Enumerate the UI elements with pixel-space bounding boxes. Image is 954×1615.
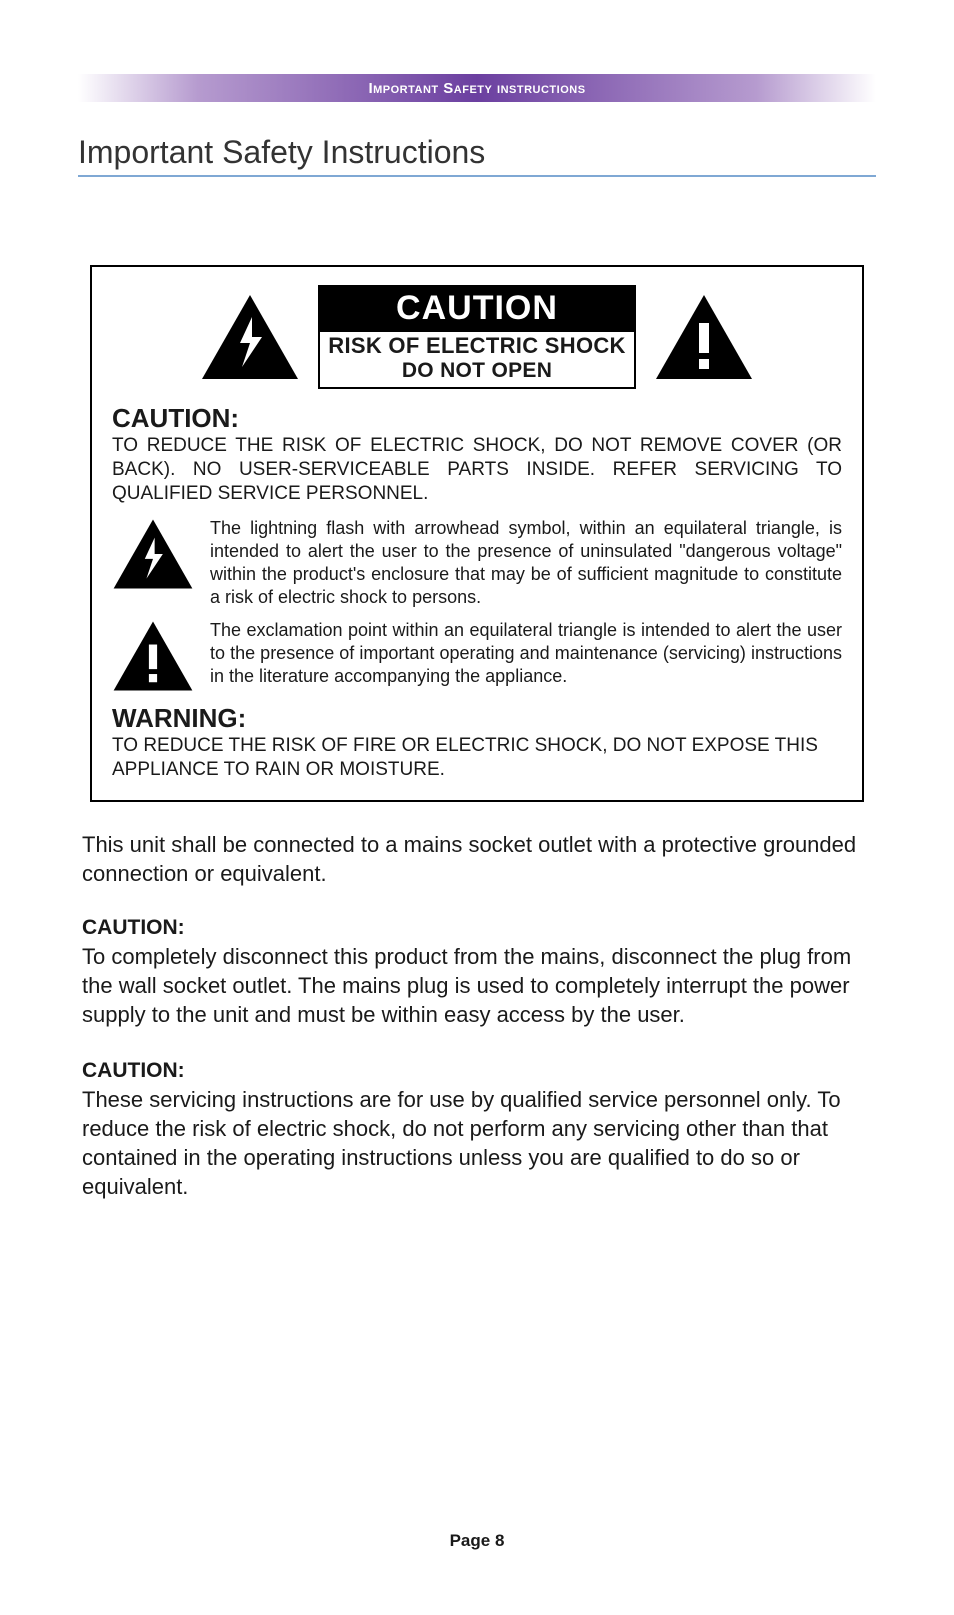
exclamation-desc: The exclamation point within an equilate…	[210, 619, 842, 688]
exclamation-triangle-icon	[654, 292, 754, 382]
page-title: Important Safety Instructions	[78, 134, 876, 177]
caution-banner-bot: DO NOT OPEN	[320, 359, 634, 387]
caution-banner: CAUTION RISK OF ELECTRIC SHOCK DO NOT OP…	[318, 285, 636, 389]
caution-label-2: CAUTION:	[82, 1059, 872, 1083]
warning-text: TO REDUCE THE RISK OF FIRE OR ELECTRIC S…	[112, 734, 842, 782]
lightning-explain-row: The lightning flash with arrowhead symbo…	[112, 517, 842, 609]
page-footer: Page 8	[0, 1531, 954, 1551]
header-band: Important Safety instructions	[78, 74, 876, 102]
caution-banner-top: CAUTION	[320, 287, 634, 332]
lightning-triangle-icon	[200, 292, 300, 382]
caution-paragraph-2: These servicing instructions are for use…	[82, 1085, 872, 1201]
document-page: Important Safety instructions Important …	[0, 0, 954, 1201]
lightning-desc: The lightning flash with arrowhead symbo…	[210, 517, 842, 609]
warning-heading: WARNING:	[112, 703, 842, 734]
caution-header-row: CAUTION RISK OF ELECTRIC SHOCK DO NOT OP…	[112, 285, 842, 389]
lightning-triangle-small-icon	[112, 517, 194, 591]
mains-grounding-paragraph: This unit shall be connected to a mains …	[82, 830, 872, 888]
caution-label-1: CAUTION:	[82, 916, 872, 940]
caution-banner-mid: RISK OF ELECTRIC SHOCK	[320, 332, 634, 359]
box-caution-heading: CAUTION:	[112, 403, 842, 434]
exclamation-explain-row: The exclamation point within an equilate…	[112, 619, 842, 693]
caution-paragraph-1: To completely disconnect this product fr…	[82, 942, 872, 1029]
header-band-text: Important Safety instructions	[368, 80, 585, 97]
caution-box: CAUTION RISK OF ELECTRIC SHOCK DO NOT OP…	[90, 265, 864, 802]
exclamation-triangle-small-icon	[112, 619, 194, 693]
box-caution-text: TO REDUCE THE RISK OF ELECTRIC SHOCK, DO…	[112, 434, 842, 505]
